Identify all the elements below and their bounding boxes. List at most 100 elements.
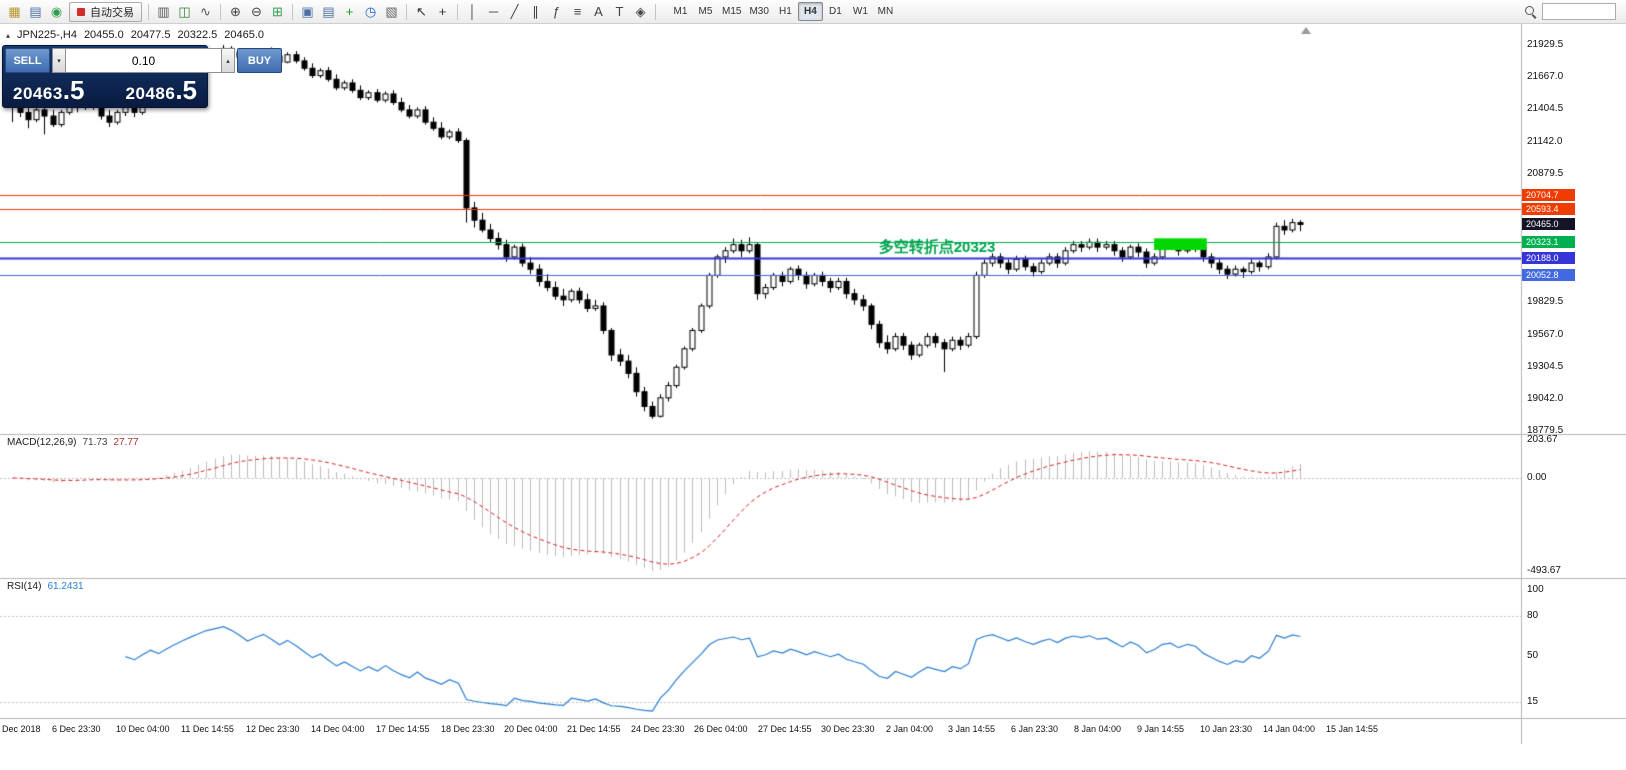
- indicators-icon[interactable]: ▧: [385, 4, 398, 19]
- search-icon[interactable]: [1524, 5, 1537, 18]
- bar-chart-icon[interactable]: ▥: [157, 4, 170, 19]
- time-axis-label: 11 Dec 14:55: [181, 724, 234, 734]
- time-axis-label: 6 Jan 23:30: [1011, 724, 1059, 734]
- profiles-icon[interactable]: ▤: [29, 4, 42, 19]
- shapes-icon[interactable]: ◈: [635, 4, 646, 19]
- time-axis-label: 10 Dec 04:00: [116, 724, 170, 734]
- rsi-axis-label: 80: [1527, 610, 1539, 622]
- expand-triangle-icon[interactable]: ▴: [6, 30, 11, 40]
- time-axis-label: 30 Dec 23:30: [821, 724, 875, 734]
- horizontal-line-icon[interactable]: ─: [488, 4, 499, 19]
- timeframe-h1[interactable]: H1: [773, 2, 798, 21]
- scheduler-icon[interactable]: ◷: [364, 4, 377, 19]
- chart-shift-icon[interactable]: ▤: [322, 4, 335, 19]
- volume-increase-button[interactable]: ▴: [221, 48, 235, 73]
- rsi-name: RSI(14): [7, 581, 42, 592]
- time-axis-label: 24 Dec 23:30: [631, 724, 685, 734]
- time-axis-label: 18 Dec 23:30: [441, 724, 495, 734]
- app-icon[interactable]: ▦: [8, 4, 21, 19]
- charts-list-icon[interactable]: ▣: [301, 4, 314, 19]
- time-axis-label: 12 Dec 23:30: [246, 724, 300, 734]
- toolbar-separator: [457, 3, 458, 20]
- time-axis-label: 9 Jan 14:55: [1137, 724, 1185, 734]
- toolbar-separator: [220, 3, 221, 20]
- zoom-in-icon[interactable]: ⊕: [230, 4, 241, 19]
- new-order-icon[interactable]: +: [345, 4, 354, 19]
- rsi-axis-label: 50: [1527, 649, 1539, 661]
- volume-input[interactable]: [66, 48, 221, 73]
- time-axis-label: 21 Dec 14:55: [567, 724, 621, 734]
- price-axis-label: 19829.5: [1527, 296, 1564, 308]
- price-line-badge: 20704.7: [1522, 189, 1575, 201]
- ohlc-low: 20322.5: [177, 29, 218, 41]
- fibonacci-icon[interactable]: ƒ: [552, 4, 561, 19]
- toolbar-separator: [148, 3, 149, 20]
- sell-price-frac: .5: [62, 75, 85, 105]
- levels-icon[interactable]: ≡: [573, 4, 582, 19]
- buy-price-frac: .5: [175, 75, 197, 105]
- line-chart-icon[interactable]: ∿: [200, 4, 211, 19]
- one-click-trading-panel: SELL ▾ ▴ BUY 20463.5 20486.5: [2, 45, 282, 108]
- timeframe-w1[interactable]: W1: [848, 2, 873, 21]
- tile-windows-icon[interactable]: ⊞: [272, 4, 283, 19]
- buy-button[interactable]: BUY: [237, 48, 282, 73]
- price-line-badge: 20323.1: [1522, 236, 1575, 248]
- toolbar-icons: ▦ ▤ ◉ 自动交易 ▥ ◫ ∿ ⊕ ⊖ ⊞ ▣ ▤ + ◷ ▧ ↖ + │ ─ ╱ ∥ ƒ ≡ A T ◈: [4, 1, 660, 22]
- vertical-line-icon[interactable]: │: [468, 4, 477, 19]
- time-axis-label: Dec 2018: [2, 724, 41, 734]
- buy-price-main: 20486: [125, 84, 176, 103]
- timeframe-m30[interactable]: M30: [745, 2, 772, 21]
- price-axis-label: 20879.5: [1527, 167, 1564, 179]
- price-line-badge: 20052.8: [1522, 269, 1575, 281]
- volume-control: ▾ ▴: [52, 48, 235, 73]
- alerts-icon[interactable]: ◉: [50, 4, 63, 19]
- cursor-icon[interactable]: ↖: [416, 4, 427, 19]
- channel-icon[interactable]: ∥: [532, 4, 539, 19]
- macd-name: MACD(12,26,9): [7, 437, 77, 448]
- buy-price: 20486.5: [126, 75, 197, 106]
- timeframe-d1[interactable]: D1: [823, 2, 848, 21]
- sell-price-main: 20463: [13, 84, 63, 103]
- rsi-value: 61.2431: [47, 581, 84, 592]
- macd-value-signal: 27.77: [113, 437, 139, 448]
- volume-decrease-button[interactable]: ▾: [52, 48, 66, 73]
- ohlc-open: 20455.0: [83, 29, 124, 41]
- ohlc-high: 20477.5: [130, 29, 171, 41]
- auto-trading-button[interactable]: 自动交易: [69, 1, 142, 22]
- text-icon[interactable]: A: [594, 4, 603, 19]
- trendline-icon[interactable]: ╱: [510, 4, 519, 19]
- price-axis-label: 21929.5: [1527, 39, 1564, 50]
- time-axis-label: 14 Jan 04:00: [1263, 724, 1316, 734]
- timeframe-m15[interactable]: M15: [718, 2, 745, 21]
- timeframe-h4[interactable]: H4: [797, 2, 823, 21]
- sell-button[interactable]: SELL: [5, 48, 50, 73]
- timeframe-m1[interactable]: M1: [668, 2, 693, 21]
- price-axis-label: 21142.0: [1527, 135, 1563, 147]
- crosshair-icon[interactable]: +: [438, 4, 447, 19]
- macd-indicator-label: MACD(12,26,9) 71.73 27.77: [7, 437, 139, 448]
- main-toolbar: ▦ ▤ ◉ 自动交易 ▥ ◫ ∿ ⊕ ⊖ ⊞ ▣ ▤ + ◷ ▧ ↖ + │ ─ ╱ ∥ ƒ ≡ A T ◈ M1 M5 M15 M30…: [0, 0, 1626, 24]
- label-icon[interactable]: T: [615, 4, 624, 19]
- symbol-info: ▴ JPN225-,H4 20455.0 20477.5 20322.5 204…: [6, 29, 264, 41]
- price-axis-label: 19304.5: [1527, 360, 1564, 372]
- rsi-axis-label: 100: [1527, 584, 1544, 595]
- price-line-badge: 20593.4: [1522, 203, 1575, 215]
- macd-axis-label: 0.00: [1527, 472, 1547, 483]
- macd-value-main: 71.73: [82, 437, 108, 448]
- current-price-badge: 20465.0: [1522, 218, 1575, 230]
- auto-trading-icon: [77, 7, 85, 16]
- timeframe-toolbar: M1 M5 M15 M30 H1 H4 D1 W1 MN: [668, 2, 898, 21]
- candlestick-chart-icon[interactable]: ◫: [178, 4, 191, 19]
- ohlc-close: 20465.0: [224, 29, 264, 41]
- rsi-indicator-label: RSI(14) 61.2431: [7, 581, 84, 592]
- toolbar-separator: [292, 3, 293, 20]
- timeframe-m5[interactable]: M5: [693, 2, 718, 21]
- zoom-out-icon[interactable]: ⊖: [251, 4, 262, 19]
- timeframe-mn[interactable]: MN: [873, 2, 898, 21]
- macd-axis-label: -493.67: [1527, 565, 1561, 577]
- price-axis-label: 21667.0: [1527, 71, 1564, 83]
- symbol-search-input[interactable]: [1542, 3, 1616, 20]
- price-axis-label: 18779.5: [1527, 424, 1564, 436]
- toolbar-separator: [406, 3, 407, 20]
